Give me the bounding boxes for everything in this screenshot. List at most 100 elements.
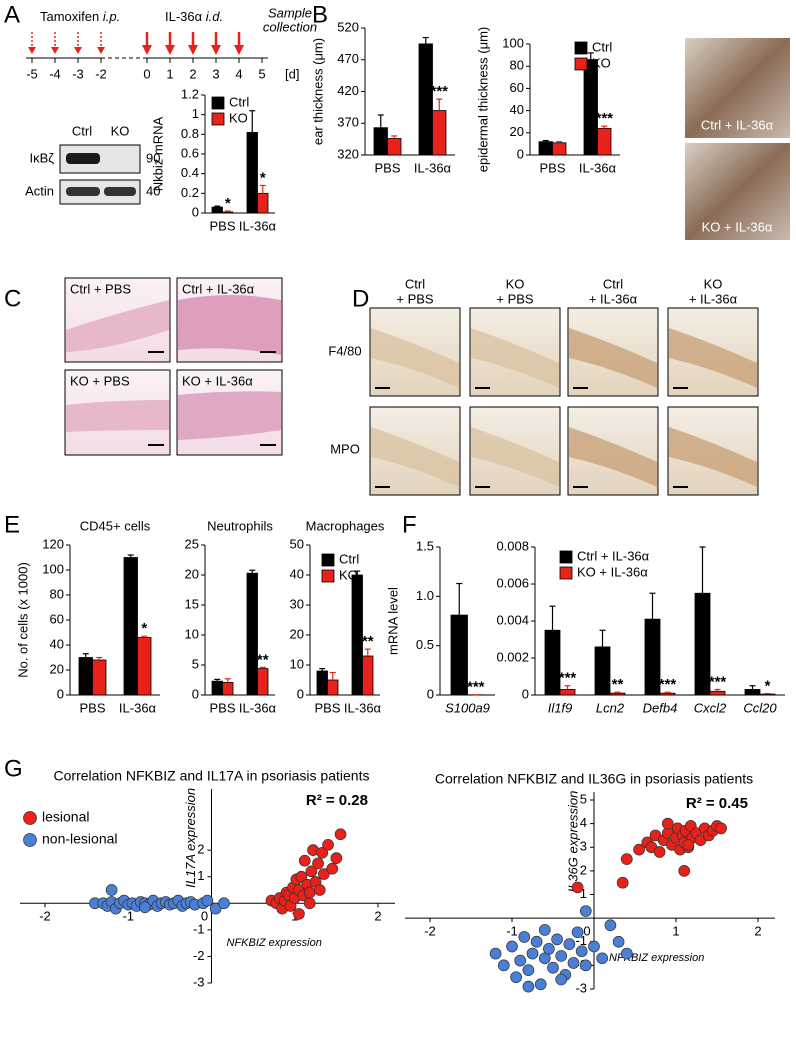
point bbox=[313, 858, 324, 869]
y-tick-label: 100 bbox=[42, 561, 64, 576]
point bbox=[511, 972, 522, 983]
y-tick-label: 20 bbox=[50, 661, 64, 676]
arrow-head bbox=[165, 45, 175, 55]
point bbox=[613, 936, 624, 947]
point bbox=[580, 960, 591, 971]
chart-title: Correlation NFKBIZ and IL36G in psoriasi… bbox=[435, 771, 753, 787]
x-tick-label: IL-36α bbox=[239, 700, 277, 715]
legend-marker bbox=[24, 834, 37, 847]
drug: IL-36α bbox=[165, 9, 203, 24]
y-tick-label: 20 bbox=[510, 124, 524, 139]
route: i.p. bbox=[103, 9, 120, 24]
legend-swatch bbox=[322, 554, 334, 566]
point bbox=[605, 920, 616, 931]
timeline-day: 2 bbox=[189, 66, 196, 81]
column-label: + PBS bbox=[496, 291, 534, 306]
tissue bbox=[178, 295, 281, 355]
image-label: Ctrl + IL-36α bbox=[182, 281, 255, 296]
y-tick-label: 0.006 bbox=[496, 575, 529, 590]
point bbox=[293, 908, 304, 919]
bar bbox=[223, 212, 234, 213]
point bbox=[535, 979, 546, 990]
timeline-unit: [d] bbox=[285, 66, 299, 81]
point bbox=[572, 882, 583, 893]
timeline-day: 1 bbox=[166, 66, 173, 81]
y-tick-label: 0 bbox=[427, 686, 434, 701]
y-axis-label: No. of cells (x 1000) bbox=[15, 562, 30, 678]
point bbox=[519, 932, 530, 943]
bar bbox=[610, 693, 625, 695]
image-label: KO + PBS bbox=[70, 373, 130, 388]
significance: *** bbox=[595, 110, 613, 127]
band bbox=[66, 153, 100, 164]
point bbox=[679, 865, 690, 876]
bar bbox=[584, 60, 598, 155]
point bbox=[498, 960, 509, 971]
y-tick-label: 120 bbox=[42, 536, 64, 551]
y-tick-label: 5 bbox=[192, 656, 199, 671]
x-tick-label: Cxcl2 bbox=[694, 700, 727, 715]
point bbox=[314, 885, 325, 896]
point bbox=[304, 887, 315, 898]
x-tick-label: PBS bbox=[539, 160, 565, 175]
timeline-label: Tamoxifen i.p. bbox=[40, 9, 120, 24]
point bbox=[572, 927, 583, 938]
arrow-head bbox=[74, 47, 82, 54]
legend-swatch bbox=[560, 567, 572, 579]
panel-label: E bbox=[4, 511, 20, 538]
point bbox=[543, 943, 554, 954]
row-label: F4/80 bbox=[328, 343, 361, 358]
arrow-head bbox=[51, 47, 59, 54]
arrow-head bbox=[211, 45, 221, 55]
point bbox=[589, 941, 600, 952]
y-tick-label: 40 bbox=[510, 102, 524, 117]
timeline-day: 5 bbox=[258, 66, 265, 81]
point bbox=[580, 906, 591, 917]
bar bbox=[93, 660, 107, 695]
y-tick-label: 0.004 bbox=[496, 612, 529, 627]
legend-swatch bbox=[560, 551, 572, 563]
blot-row: Actin bbox=[25, 183, 54, 198]
arrow-head bbox=[188, 45, 198, 55]
annotation: R² = 0.45 bbox=[686, 795, 748, 812]
point bbox=[304, 898, 315, 909]
legend-swatch bbox=[575, 42, 587, 54]
significance: *** bbox=[709, 673, 727, 690]
x-tick-label: PBS bbox=[209, 218, 235, 233]
y-tick-label: 2 bbox=[580, 862, 587, 877]
column-label: KO bbox=[506, 276, 525, 291]
y-tick-label: 5 bbox=[580, 791, 587, 806]
point bbox=[552, 934, 563, 945]
y-tick-label: 1.0 bbox=[416, 588, 434, 603]
column-label: Ctrl bbox=[405, 276, 425, 291]
y-axis-label: IL17A expression bbox=[183, 788, 198, 888]
legend-swatch bbox=[212, 113, 224, 125]
point bbox=[654, 846, 665, 857]
bar bbox=[223, 682, 234, 695]
point bbox=[527, 948, 538, 959]
bar bbox=[138, 638, 152, 696]
x-tick-label: Il1f9 bbox=[548, 700, 573, 715]
blot-row: IκBζ bbox=[29, 150, 54, 165]
point bbox=[507, 941, 518, 952]
y-tick-label: -2 bbox=[193, 948, 205, 963]
y-tick-label: 30 bbox=[290, 596, 304, 611]
y-tick-label: 40 bbox=[290, 566, 304, 581]
legend-label: KO bbox=[592, 55, 611, 70]
point bbox=[556, 974, 567, 985]
significance: * bbox=[260, 169, 266, 186]
point bbox=[568, 958, 579, 969]
point bbox=[564, 939, 575, 950]
bar bbox=[247, 132, 258, 213]
x-tick-label: IL-36α bbox=[239, 218, 277, 233]
x-tick-label: 2 bbox=[754, 924, 761, 939]
bar bbox=[363, 656, 374, 695]
x-tick-label: 1 bbox=[672, 924, 679, 939]
y-tick-label: 1.2 bbox=[181, 86, 199, 101]
y-tick-label: 0.6 bbox=[181, 145, 199, 160]
arrow-head bbox=[28, 47, 36, 54]
timeline-label: IL-36α i.d. bbox=[165, 9, 223, 24]
photo-label: Ctrl + IL-36α bbox=[701, 117, 774, 132]
timeline-label: collection bbox=[263, 19, 317, 34]
